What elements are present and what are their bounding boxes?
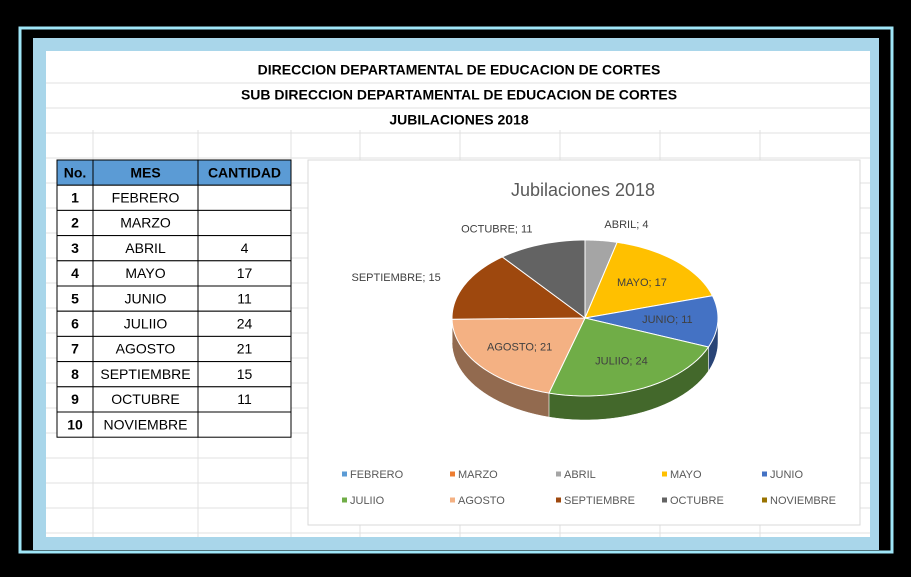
month: JUNIO	[125, 290, 167, 306]
amount: 11	[237, 391, 252, 407]
legend-label: ABRIL	[564, 469, 596, 481]
data-label: JUNIO; 11	[642, 314, 693, 326]
month: AGOSTO	[116, 341, 176, 357]
legend-swatch	[342, 498, 347, 503]
cell	[198, 185, 291, 210]
legend-swatch	[762, 498, 767, 503]
legend-label: JUNIO	[770, 469, 803, 481]
legend-label: OCTUBRE	[670, 495, 724, 507]
month: FEBRERO	[112, 190, 180, 206]
amount: 15	[237, 366, 253, 382]
row-number: 3	[71, 240, 79, 256]
month: NOVIEMBRE	[103, 416, 187, 432]
row-number: 2	[71, 215, 79, 231]
month: ABRIL	[125, 240, 166, 256]
legend-swatch	[556, 472, 561, 477]
header-line: JUBILACIONES 2018	[389, 112, 528, 128]
row-number: 7	[71, 341, 79, 357]
row-number: 10	[67, 416, 83, 432]
data-label: SEPTIEMBRE; 15	[351, 272, 440, 284]
amount: 24	[237, 316, 253, 332]
row-number: 5	[71, 290, 79, 306]
legend-label: NOVIEMBRE	[770, 495, 836, 507]
data-label: JULIIO; 24	[595, 355, 648, 367]
legend-swatch	[450, 472, 455, 477]
amount: 4	[241, 240, 249, 256]
legend-swatch	[450, 498, 455, 503]
header-text: CANTIDAD	[208, 164, 281, 180]
amount: 17	[237, 265, 253, 281]
row-number: 1	[71, 190, 79, 206]
legend-swatch	[762, 472, 767, 477]
data-label: ABRIL; 4	[604, 219, 648, 231]
legend-label: JULIIO	[350, 495, 385, 507]
legend-swatch	[662, 472, 667, 477]
legend-label: MAYO	[670, 469, 702, 481]
header-line: SUB DIRECCION DEPARTAMENTAL DE EDUCACION…	[241, 87, 677, 103]
row-number: 9	[71, 391, 79, 407]
legend-label: AGOSTO	[458, 495, 505, 507]
month: OCTUBRE	[111, 391, 179, 407]
header-line: DIRECCION DEPARTAMENTAL DE EDUCACION DE …	[258, 62, 661, 78]
legend-swatch	[342, 472, 347, 477]
legend-label: FEBRERO	[350, 469, 404, 481]
legend-label: MARZO	[458, 469, 498, 481]
month: MAYO	[125, 265, 165, 281]
month: JULIIO	[124, 316, 168, 332]
legend-swatch	[662, 498, 667, 503]
header-text: No.	[64, 164, 87, 180]
cell	[198, 210, 291, 235]
row-number: 8	[71, 366, 79, 382]
data-label: OCTUBRE; 11	[461, 224, 532, 236]
amount: 21	[237, 341, 253, 357]
month: SEPTIEMBRE	[100, 366, 190, 382]
data-label: MAYO; 17	[617, 277, 667, 289]
amount: 11	[237, 290, 252, 306]
header-text: MES	[130, 164, 160, 180]
table: No. MES CANTIDAD 1 FEBRERO 2 MARZO 3 ABRIL 4 4 MAYO…	[57, 160, 291, 437]
legend-swatch	[556, 498, 561, 503]
month: MARZO	[120, 215, 171, 231]
row-number: 6	[71, 316, 79, 332]
cell	[198, 412, 291, 437]
chart-title: Jubilaciones 2018	[511, 180, 655, 200]
data-label: AGOSTO; 21	[487, 341, 552, 353]
row-number: 4	[71, 265, 79, 281]
legend-label: SEPTIEMBRE	[564, 495, 635, 507]
